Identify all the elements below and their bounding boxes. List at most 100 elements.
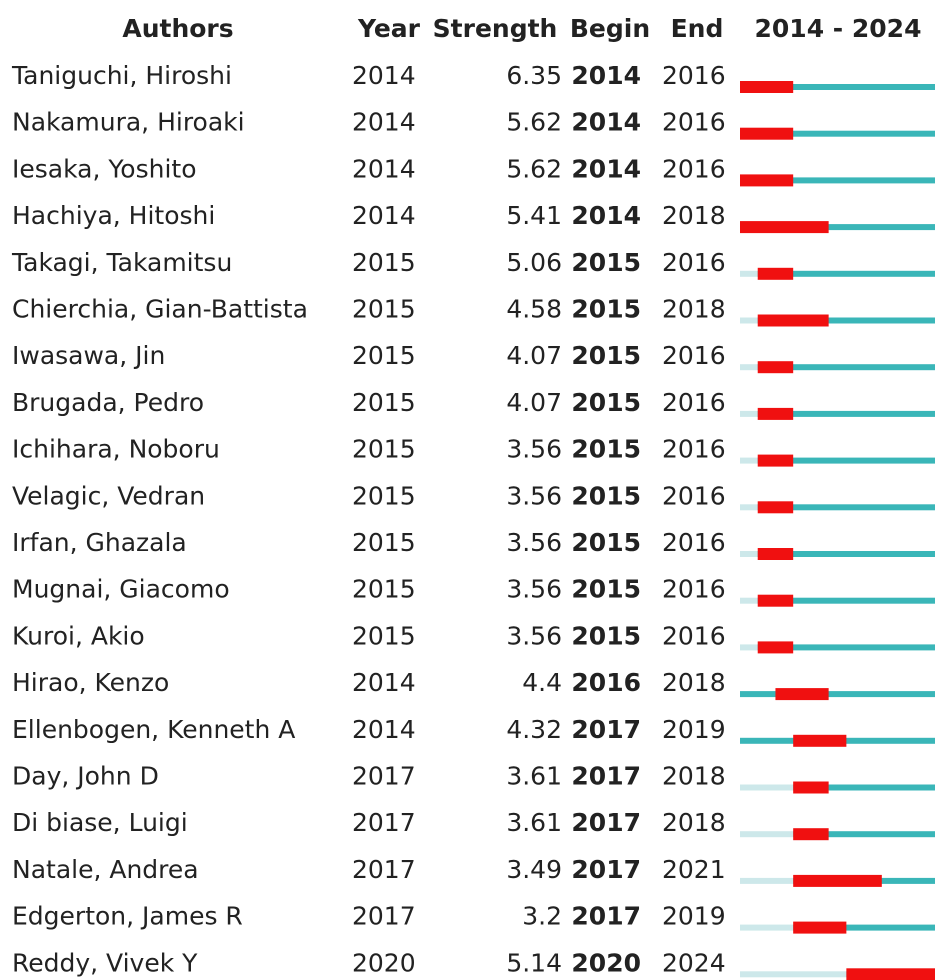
burst-bar [757, 314, 829, 327]
year: 2015 [352, 621, 416, 650]
year: 2015 [352, 388, 416, 417]
strength: 3.56 [506, 621, 562, 650]
burst-bar [793, 921, 847, 934]
end: 2016 [662, 621, 726, 650]
end: 2016 [662, 248, 726, 277]
year: 2014 [352, 715, 416, 744]
begin: 2015 [571, 481, 641, 510]
begin: 2015 [571, 435, 641, 464]
year: 2017 [352, 762, 416, 791]
active-line [740, 84, 935, 90]
author: Iwasawa, Jin [12, 341, 165, 370]
header-authors: Authors [122, 14, 233, 43]
end: 2016 [662, 481, 726, 510]
begin: 2017 [571, 902, 641, 931]
author: Mugnai, Giacomo [12, 575, 230, 604]
end: 2024 [662, 948, 726, 977]
begin: 2017 [571, 762, 641, 791]
active-line [757, 410, 935, 417]
end: 2016 [662, 435, 726, 464]
year: 2017 [352, 855, 416, 884]
active-line [757, 644, 935, 651]
end: 2019 [662, 902, 726, 931]
end: 2016 [662, 108, 726, 137]
year: 2015 [352, 435, 416, 464]
header-range: 2014 - 2024 [755, 14, 922, 43]
begin: 2017 [571, 808, 641, 837]
year: 2015 [352, 248, 416, 277]
active-line [793, 924, 935, 931]
pre-publication-line [740, 457, 758, 464]
pre-publication-line [740, 504, 758, 511]
pre-publication-line [740, 644, 758, 651]
strength: 4.4 [522, 668, 562, 697]
active-line [793, 784, 935, 791]
author: Hachiya, Hitoshi [12, 201, 215, 230]
pre-publication-line [740, 831, 794, 838]
year: 2015 [352, 295, 416, 324]
active-line [757, 551, 935, 557]
pre-publication-line [740, 317, 758, 324]
strength: 5.14 [506, 948, 562, 977]
burst-bar [793, 734, 847, 747]
pre-publication-line [740, 270, 758, 277]
author: Irfan, Ghazala [12, 528, 187, 557]
begin: 2014 [571, 61, 641, 90]
author: Iesaka, Yoshito [12, 154, 197, 183]
year: 2015 [352, 528, 416, 557]
burst-bar [757, 641, 794, 654]
active-line [793, 831, 935, 838]
burst-bar [757, 407, 794, 420]
pre-publication-line [740, 551, 758, 557]
begin: 2015 [571, 528, 641, 557]
end: 2016 [662, 528, 726, 557]
strength: 3.56 [506, 575, 562, 604]
header-strength: Strength [433, 14, 558, 43]
burst-bar [757, 594, 794, 607]
pre-publication-line [740, 364, 758, 371]
burst-bar [757, 501, 794, 514]
end: 2016 [662, 575, 726, 604]
strength: 6.35 [506, 61, 562, 90]
year: 2015 [352, 341, 416, 370]
author: Ichihara, Noboru [12, 435, 220, 464]
strength: 3.49 [506, 855, 562, 884]
strength: 5.62 [506, 154, 562, 183]
strength: 4.32 [506, 715, 562, 744]
burst-bar [757, 548, 794, 560]
author: Hirao, Kenzo [12, 668, 169, 697]
end: 2018 [662, 668, 726, 697]
burst-bar [740, 174, 794, 187]
author: Brugada, Pedro [12, 388, 204, 417]
year: 2015 [352, 575, 416, 604]
author: Kuroi, Akio [12, 621, 145, 650]
begin: 2015 [571, 295, 641, 324]
year: 2017 [352, 808, 416, 837]
author: Natale, Andrea [12, 855, 199, 884]
year: 2017 [352, 902, 416, 931]
begin: 2015 [571, 621, 641, 650]
burst-bar [793, 828, 829, 841]
begin: 2016 [571, 668, 641, 697]
pre-publication-line [740, 784, 794, 791]
end: 2018 [662, 201, 726, 230]
strength: 5.62 [506, 108, 562, 137]
author: Velagic, Vedran [12, 481, 205, 510]
burst-bar [793, 781, 829, 794]
header-begin: Begin [570, 14, 650, 43]
author: Day, John D [12, 762, 159, 791]
pre-publication-line [740, 924, 794, 931]
author: Edgerton, James R [12, 902, 243, 931]
year: 2014 [352, 108, 416, 137]
begin: 2017 [571, 715, 641, 744]
burst-bar [846, 968, 935, 980]
active-line [757, 270, 935, 277]
author: Chierchia, Gian-Battista [12, 295, 308, 324]
header-end: End [671, 14, 724, 43]
pre-publication-line [740, 597, 758, 604]
burst-bar [740, 81, 794, 93]
strength: 3.56 [506, 435, 562, 464]
strength: 3.56 [506, 528, 562, 557]
year: 2020 [352, 948, 416, 977]
burst-bar [757, 267, 794, 280]
